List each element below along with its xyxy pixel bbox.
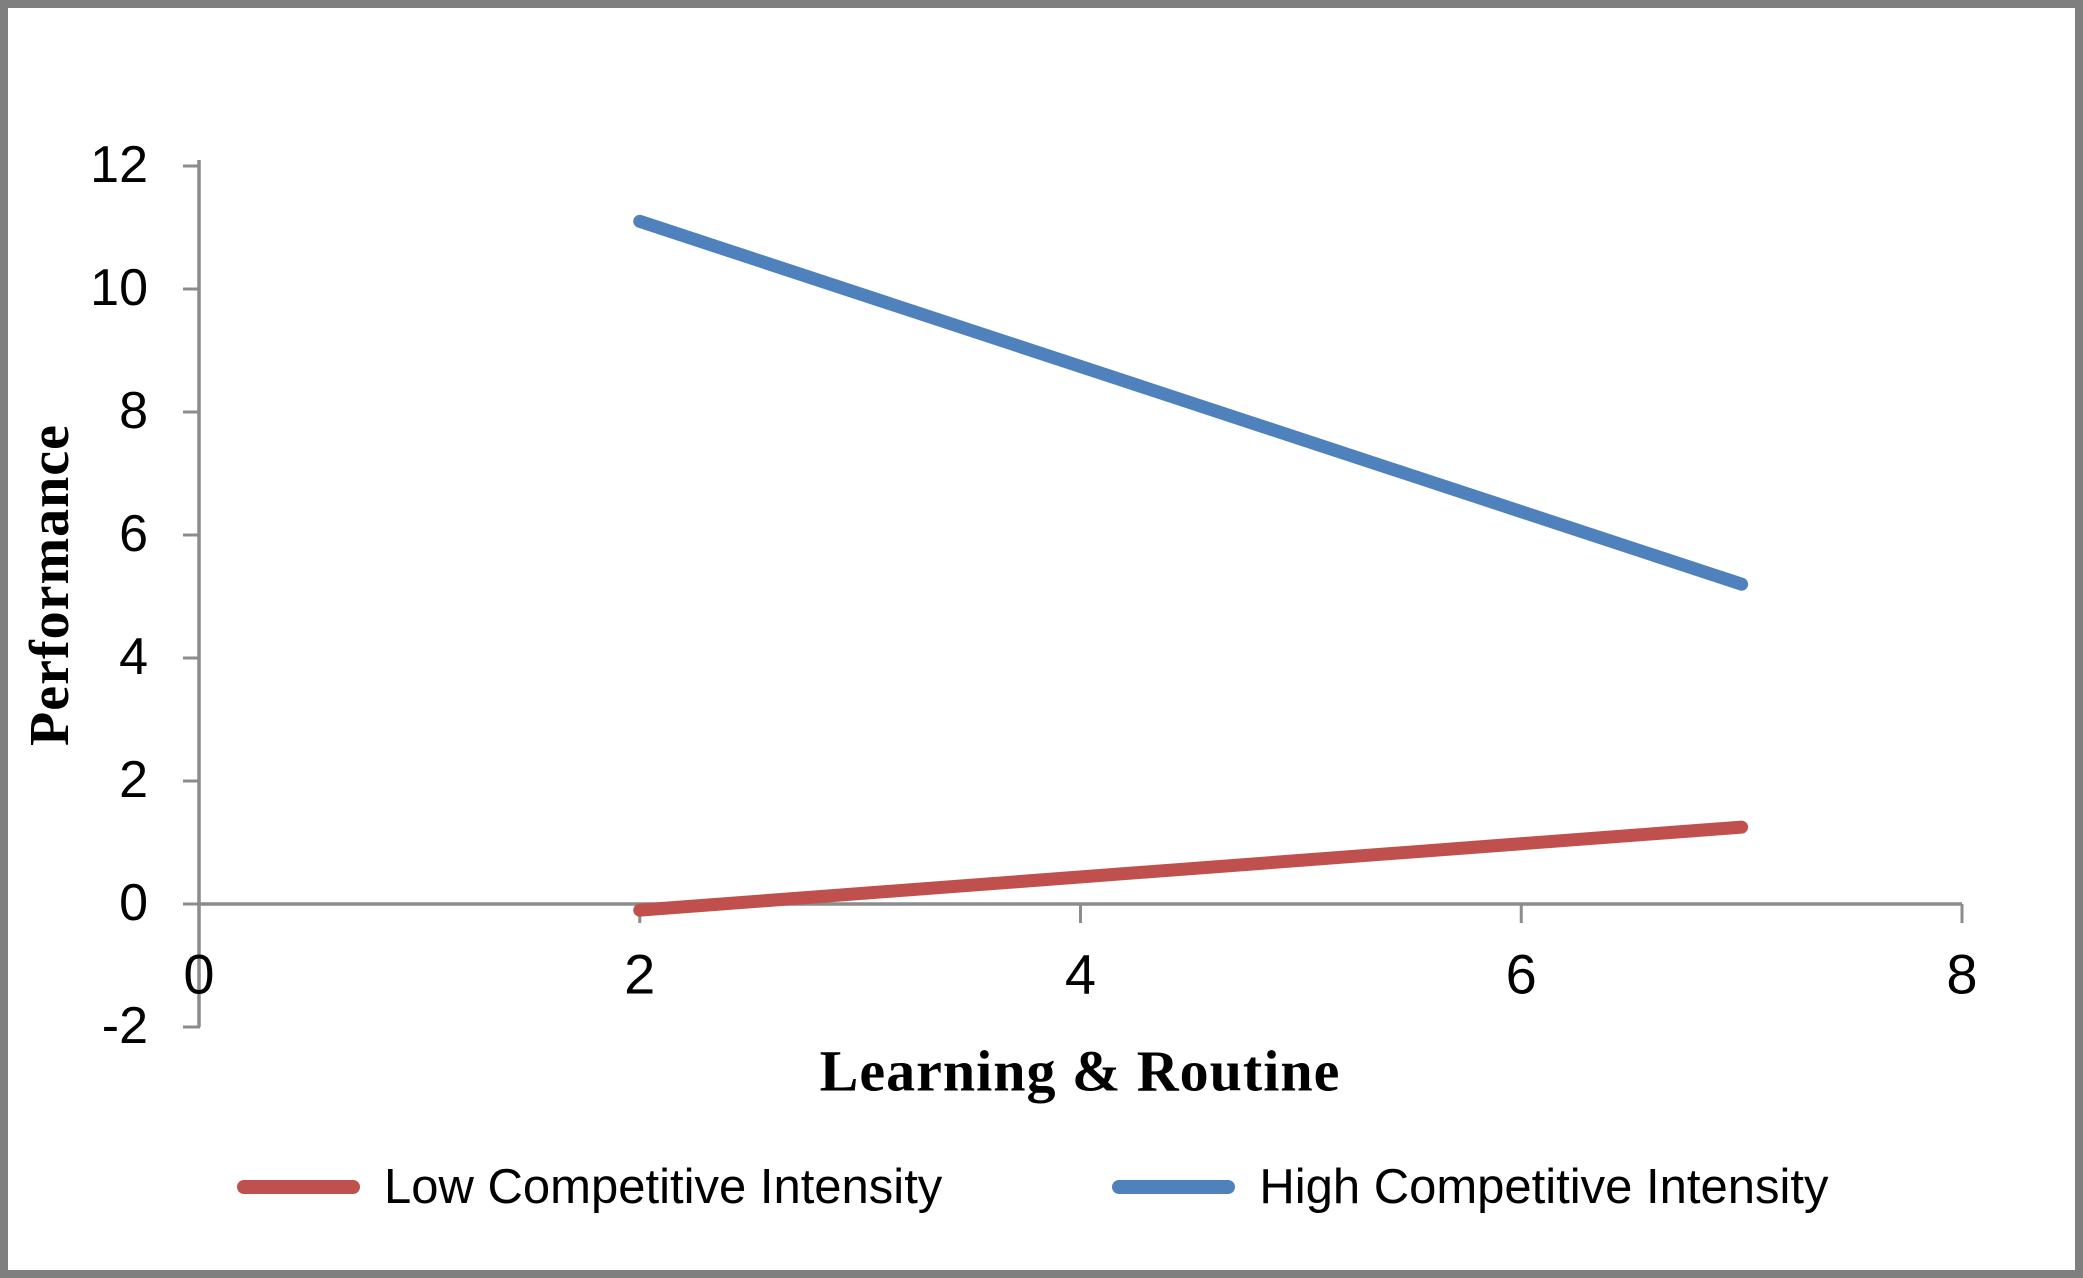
x-tick-label: 8 bbox=[1946, 942, 1978, 1006]
legend-swatch bbox=[237, 1180, 360, 1194]
y-tick-label: -2 bbox=[101, 996, 148, 1055]
x-tick-label: 4 bbox=[1064, 942, 1097, 1006]
y-tick-label: 2 bbox=[119, 750, 148, 809]
x-tick-label: 2 bbox=[624, 942, 656, 1006]
y-tick-label: 8 bbox=[119, 381, 148, 440]
legend-label: High Competitive Intensity bbox=[1259, 1160, 1829, 1214]
x-axis-title: Learning & Routine bbox=[819, 1038, 1341, 1104]
legend-item-high-competitive-intensity: High Competitive Intensity bbox=[1112, 1159, 1829, 1215]
x-tick-label: 6 bbox=[1505, 942, 1537, 1006]
series-line-high-competitive-intensity bbox=[633, 214, 1749, 591]
legend-item-low-competitive-intensity: Low Competitive Intensity bbox=[237, 1159, 942, 1215]
y-tick-label: 6 bbox=[119, 504, 148, 563]
x-tick-label: 0 bbox=[183, 942, 215, 1006]
y-tick-label: 10 bbox=[90, 258, 148, 317]
legend-label: Low Competitive Intensity bbox=[384, 1160, 943, 1214]
series-line-low-competitive-intensity bbox=[633, 820, 1749, 917]
y-tick-label: 0 bbox=[119, 873, 148, 932]
y-tick-label: 12 bbox=[90, 135, 148, 194]
y-axis-title: Performance bbox=[19, 424, 81, 746]
legend-swatch bbox=[1112, 1180, 1236, 1194]
y-tick-label: 4 bbox=[119, 627, 148, 686]
legend: Low Competitive Intensity High Competitiv… bbox=[237, 1155, 1829, 1219]
